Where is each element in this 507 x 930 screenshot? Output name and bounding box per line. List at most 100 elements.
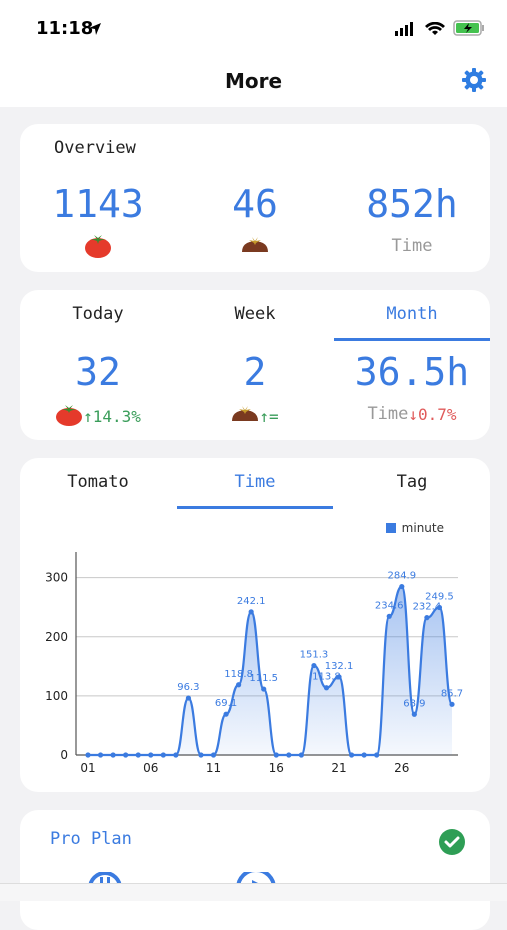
- data-point: [348, 752, 355, 758]
- y-tick-label: 300: [45, 571, 68, 585]
- period-failed-value: 2: [243, 350, 267, 394]
- check-circle-icon: [438, 828, 466, 860]
- data-label: 111.5: [249, 673, 278, 684]
- data-point: [135, 752, 141, 758]
- nav-bar: More: [0, 55, 507, 107]
- tab-week[interactable]: Week: [234, 304, 276, 324]
- chart-tab-indicator: [177, 506, 333, 509]
- x-tick-label: 21: [331, 761, 346, 775]
- data-point: [424, 615, 430, 621]
- data-point: [436, 604, 443, 611]
- data-label: 96.3: [177, 682, 199, 693]
- y-tick-label: 200: [45, 630, 68, 644]
- tomatoes-change-text: ↑14.3%: [83, 406, 141, 426]
- page-title: More: [224, 69, 283, 93]
- y-tick-label: 0: [60, 748, 68, 762]
- data-point: [248, 609, 254, 615]
- data-point: [236, 682, 242, 688]
- data-point: [298, 752, 304, 758]
- legend-label: minute: [401, 521, 444, 535]
- data-label: 118.8: [224, 669, 253, 680]
- data-point: [286, 752, 292, 758]
- period-tomatoes-value: 32: [75, 350, 121, 394]
- gear-icon[interactable]: [461, 67, 487, 97]
- pro-plan-title: Pro Plan: [50, 829, 132, 849]
- data-point: [361, 752, 367, 758]
- time-label: Time: [391, 236, 433, 256]
- pro-plan-card[interactable]: Pro Plan: [20, 810, 490, 930]
- data-label: 113.8: [312, 672, 341, 683]
- data-label: 249.5: [425, 592, 454, 603]
- data-point: [386, 613, 392, 619]
- tomato-icon: [20, 232, 176, 262]
- data-point: [185, 695, 192, 701]
- data-label: 85.7: [441, 688, 463, 699]
- data-label: 132.1: [325, 661, 354, 672]
- data-point: [399, 583, 405, 590]
- location-arrow-icon: [88, 21, 102, 40]
- data-label: 234.6: [375, 600, 404, 611]
- x-tick-label: 01: [80, 761, 95, 775]
- period-time-label: Time: [367, 404, 409, 424]
- data-point: [311, 662, 317, 669]
- tomato-icon: [55, 402, 83, 430]
- data-point: [323, 685, 330, 691]
- failed-tomatoes-value: 46: [232, 182, 278, 226]
- tab-tag[interactable]: Tag: [396, 472, 428, 492]
- period-time-value: 36.5h: [354, 350, 470, 394]
- data-label: 68.9: [403, 698, 425, 709]
- data-point: [223, 711, 229, 717]
- total-tomatoes-value: 1143: [52, 182, 144, 226]
- data-point: [160, 752, 166, 758]
- x-tick-label: 11: [206, 761, 221, 775]
- period-tomatoes-change: ↑14.3%: [20, 402, 176, 430]
- period-time-change: Time ↓0.7%: [334, 404, 490, 424]
- data-point: [97, 752, 104, 758]
- time-chart: 0 100 200 300 01 06 11 16 21 26 96.3 69.1 118.8 242.1…: [45, 552, 463, 775]
- wifi-icon: [425, 21, 445, 40]
- x-tick-label: 16: [269, 761, 284, 775]
- battery-charging-icon: [453, 20, 485, 40]
- data-point: [336, 674, 342, 680]
- data-point: [85, 752, 91, 758]
- data-point: [123, 752, 129, 758]
- data-label: 232.4: [413, 602, 442, 613]
- data-point: [148, 752, 154, 758]
- signal-icon: [395, 21, 417, 40]
- data-label: 284.9: [387, 571, 416, 582]
- data-point: [210, 752, 217, 758]
- y-tick-label: 100: [45, 689, 68, 703]
- tab-indicator: [334, 338, 490, 341]
- data-point: [374, 752, 380, 758]
- data-point: [411, 711, 417, 717]
- data-point: [198, 752, 204, 758]
- legend-swatch: [385, 523, 396, 533]
- data-label: 69.1: [215, 698, 237, 709]
- pro-feature-icon: [88, 871, 122, 892]
- tab-month[interactable]: Month: [386, 304, 438, 324]
- chart-legend: minute: [385, 521, 444, 535]
- data-point: [261, 686, 267, 692]
- overview-card: Overview 1143 46 852h Time: [20, 124, 490, 272]
- series-area: [88, 586, 452, 755]
- failed-tomato-icon: [231, 404, 259, 428]
- data-point: [110, 752, 116, 758]
- period-card: Today Week Month 32 2 36.5h ↑14.3% ↑= Ti…: [20, 290, 490, 440]
- chart-card: Tomato Time Tag minute 0 100 200 300 01 06 11 1…: [20, 458, 490, 792]
- overview-title: Overview: [54, 138, 136, 158]
- time-change-text: ↓0.7%: [408, 404, 457, 424]
- failed-tomato-icon: [177, 234, 333, 260]
- status-time: 11:18: [36, 18, 94, 39]
- total-time-value: 852h: [366, 182, 458, 226]
- tab-today[interactable]: Today: [72, 304, 124, 324]
- data-point: [449, 701, 455, 707]
- period-failed-change: ↑=: [177, 404, 333, 428]
- data-point: [173, 752, 179, 758]
- tab-time[interactable]: Time: [234, 472, 276, 492]
- bottom-bar: [0, 883, 507, 901]
- x-tick-label: 26: [394, 761, 409, 775]
- tab-tomato[interactable]: Tomato: [67, 472, 129, 492]
- x-tick-label: 06: [143, 761, 158, 775]
- status-bar: 11:18: [0, 0, 507, 55]
- data-label: 151.3: [300, 650, 329, 661]
